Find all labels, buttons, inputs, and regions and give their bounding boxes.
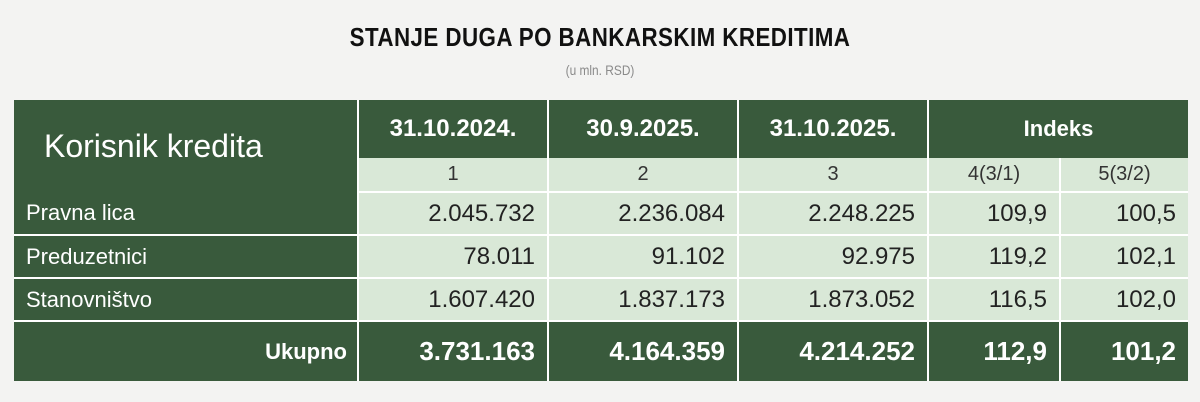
table-cell: 102,0: [1058, 277, 1189, 321]
table-row: Preduzetnici 78.011 91.102 92.975 119,2 …: [14, 234, 1189, 278]
table-cell: 1.873.052: [737, 277, 928, 321]
table-row: Stanovništvo 1.607.420 1.837.173 1.873.0…: [14, 277, 1189, 321]
total-cell: 3.731.163: [357, 320, 548, 381]
table-row: Pravna lica 2.045.732 2.236.084 2.248.22…: [14, 191, 1189, 235]
table-cell: 116,5: [927, 277, 1060, 321]
total-cell: 4.164.359: [547, 320, 738, 381]
column-number: 3: [737, 158, 928, 192]
table-cell: 2.248.225: [737, 191, 928, 235]
column-number: 4(3/1): [927, 158, 1060, 192]
table-cell: 78.011: [357, 234, 548, 278]
table-cell: 119,2: [927, 234, 1060, 278]
total-cell: 112,9: [927, 320, 1060, 381]
page-subtitle: (u mln. RSD): [565, 62, 635, 78]
header-korisnik-kredita: Korisnik kredita: [14, 100, 358, 192]
total-cell: 101,2: [1058, 320, 1189, 381]
header-date-1: 31.10.2024.: [357, 100, 548, 158]
header-indeks: Indeks: [926, 100, 1189, 158]
total-label: Ukupno: [14, 320, 358, 381]
debt-table: Korisnik kredita 31.10.2024. 30.9.2025. …: [14, 100, 1189, 381]
column-number: 2: [547, 158, 738, 192]
page-title: STANJE DUGA PO BANKARSKIM KREDITIMA: [349, 22, 851, 52]
table-cell: 2.236.084: [547, 191, 738, 235]
table-cell: 91.102: [547, 234, 738, 278]
table-cell: 1.607.420: [357, 277, 548, 321]
table-cell: 109,9: [927, 191, 1060, 235]
row-label: Stanovništvo: [14, 277, 358, 321]
table-cell: 102,1: [1058, 234, 1189, 278]
table-cell: 92.975: [737, 234, 928, 278]
header-date-2: 30.9.2025.: [547, 100, 738, 158]
table-cell: 1.837.173: [547, 277, 738, 321]
total-cell: 4.214.252: [737, 320, 928, 381]
row-label: Preduzetnici: [14, 234, 358, 278]
table-cell: 2.045.732: [357, 191, 548, 235]
table-cell: 100,5: [1058, 191, 1189, 235]
row-label: Pravna lica: [14, 192, 358, 235]
total-row: Ukupno 3.731.163 4.164.359 4.214.252 112…: [14, 320, 1189, 381]
header-date-3: 31.10.2025.: [737, 100, 928, 158]
column-number: 1: [357, 158, 548, 192]
column-number: 5(3/2): [1058, 158, 1189, 192]
